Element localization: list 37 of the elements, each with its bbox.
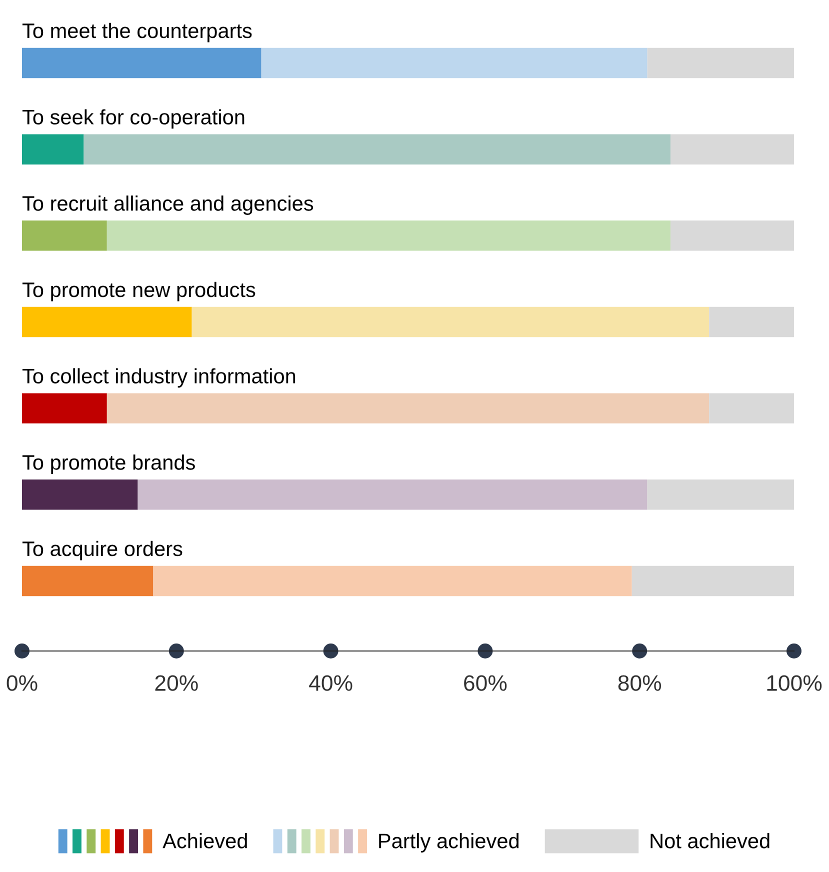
y-tick-label: To promote new products [22,282,256,302]
legend-label: Achieved [162,833,247,848]
bar [670,220,794,251]
bar [709,393,794,424]
legend-label: Partly achieved [379,833,519,852]
x-tick-label: 100% [767,675,822,691]
x-tick-label: 0% [6,675,38,691]
x-tick-label: 60% [464,675,507,691]
bar [22,393,107,424]
bar [647,480,794,510]
bar [709,306,794,338]
bar [22,134,84,164]
y-tick-label: To meet the counterparts [22,22,252,42]
bar [670,134,794,164]
bar [138,480,648,510]
y-tick-label: To promote brands [22,454,195,474]
bar [106,220,670,251]
bar [192,306,710,338]
bar [22,220,107,251]
bar [261,48,648,78]
bar [84,134,670,164]
y-tick-label: To recruit alliance and agencies [22,196,314,215]
y-tick-label: To acquire orders [22,540,182,560]
x-tick-label: 80% [618,675,662,691]
bar [22,306,192,338]
bar [153,566,632,596]
x-tick-label: 20% [155,675,198,691]
y-tick-label: To seek for co-operation [22,109,244,129]
y-tick-label: To collect industry information [22,368,296,388]
bar [632,566,794,596]
bar [106,393,710,424]
bar [22,48,262,78]
bar [22,566,154,596]
legend-label: Not achieved [650,833,770,848]
bar [22,480,138,510]
bar [647,48,794,78]
x-tick-label: 40% [309,675,352,691]
